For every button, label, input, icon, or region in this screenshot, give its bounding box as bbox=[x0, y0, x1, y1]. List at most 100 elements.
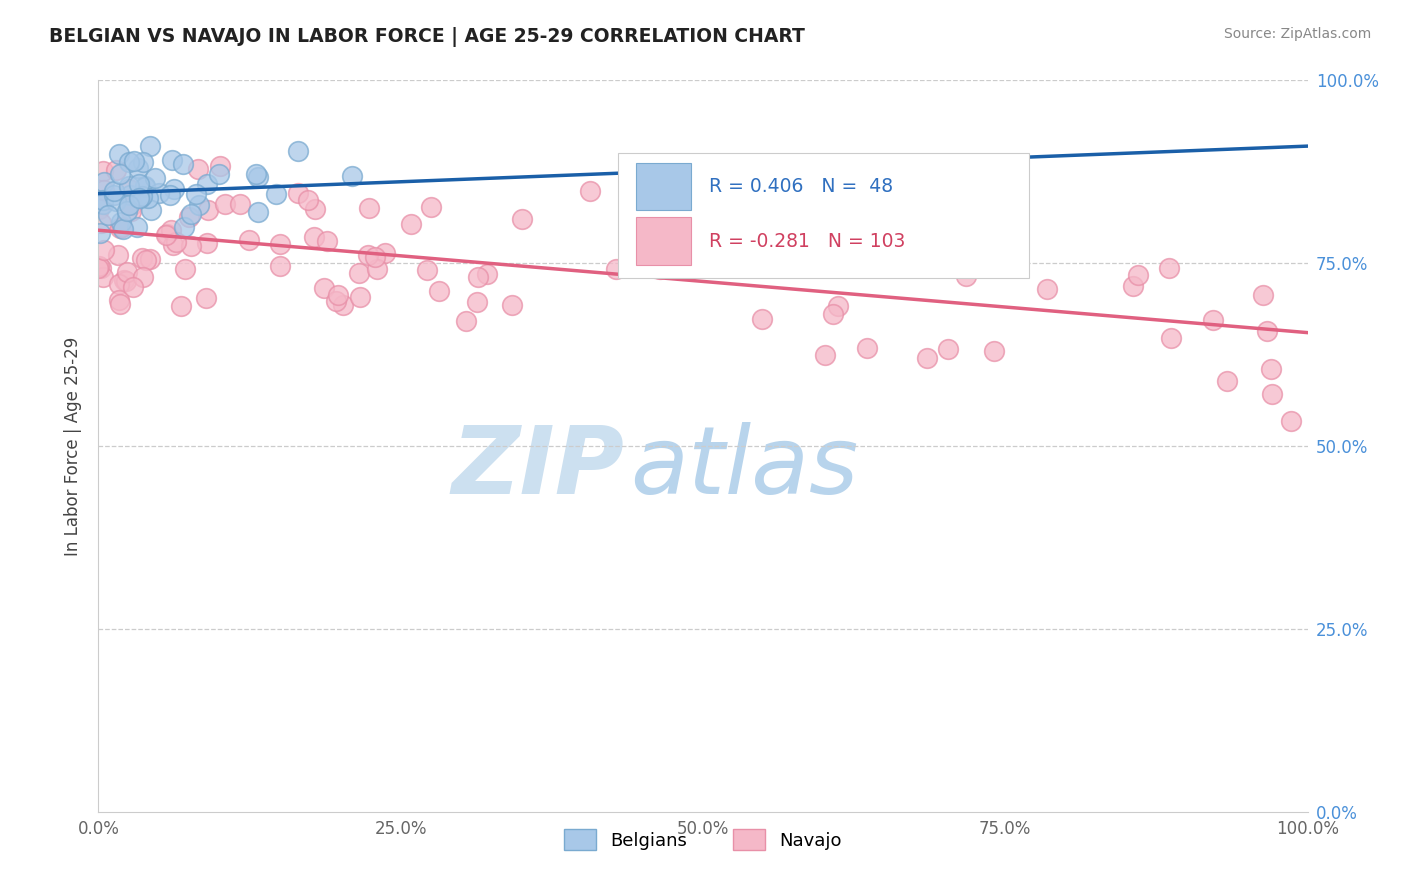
Point bbox=[751, 312, 773, 326]
Point bbox=[821, 307, 844, 321]
Text: Source: ZipAtlas.com: Source: ZipAtlas.com bbox=[1223, 27, 1371, 41]
Point bbox=[93, 197, 115, 211]
Point bbox=[91, 193, 114, 207]
Point bbox=[188, 198, 211, 212]
Point bbox=[373, 246, 395, 260]
Point bbox=[357, 248, 380, 262]
Point bbox=[247, 170, 270, 185]
Point bbox=[108, 168, 131, 182]
Point bbox=[332, 297, 354, 311]
Point bbox=[177, 210, 200, 224]
Point bbox=[502, 298, 524, 312]
Point bbox=[578, 185, 600, 199]
Point bbox=[103, 188, 125, 202]
Point bbox=[93, 243, 115, 257]
Point bbox=[159, 187, 181, 202]
Point bbox=[93, 175, 115, 189]
Point bbox=[314, 281, 336, 295]
Point bbox=[266, 187, 288, 202]
Point bbox=[349, 266, 371, 280]
Point bbox=[803, 236, 825, 251]
Text: ZIP: ZIP bbox=[451, 422, 624, 514]
Point bbox=[120, 188, 142, 202]
Point bbox=[328, 288, 350, 302]
Point bbox=[1260, 362, 1282, 376]
Point bbox=[187, 162, 209, 177]
Point bbox=[1216, 374, 1239, 388]
Point bbox=[136, 191, 159, 205]
Point bbox=[121, 198, 143, 212]
Point bbox=[128, 177, 150, 191]
Point bbox=[325, 294, 347, 309]
Point bbox=[966, 232, 988, 246]
Point bbox=[139, 138, 162, 153]
Point bbox=[128, 191, 150, 205]
Point bbox=[287, 186, 309, 200]
Point bbox=[184, 186, 207, 201]
Point bbox=[1122, 278, 1144, 293]
Point bbox=[702, 256, 724, 270]
Point bbox=[90, 261, 112, 276]
Point bbox=[683, 209, 706, 223]
Point bbox=[197, 202, 219, 217]
Point bbox=[131, 251, 153, 265]
Point bbox=[269, 237, 291, 252]
Point bbox=[132, 155, 155, 169]
Point bbox=[465, 295, 488, 310]
Point bbox=[804, 242, 827, 256]
Point bbox=[87, 260, 110, 275]
Text: BELGIAN VS NAVAJO IN LABOR FORCE | AGE 25-29 CORRELATION CHART: BELGIAN VS NAVAJO IN LABOR FORCE | AGE 2… bbox=[49, 27, 806, 46]
Point bbox=[91, 269, 114, 284]
Point bbox=[173, 261, 195, 276]
Point bbox=[132, 270, 155, 285]
Point bbox=[91, 164, 114, 178]
Point bbox=[111, 219, 134, 234]
Point bbox=[208, 167, 231, 181]
Point bbox=[118, 182, 141, 196]
Point bbox=[120, 203, 142, 218]
Point bbox=[814, 348, 837, 362]
Point bbox=[134, 179, 156, 194]
Text: R = -0.281   N = 103: R = -0.281 N = 103 bbox=[709, 232, 905, 251]
Point bbox=[856, 341, 879, 355]
Point bbox=[195, 178, 218, 192]
Point bbox=[427, 284, 450, 298]
Point bbox=[1261, 387, 1284, 401]
FancyBboxPatch shape bbox=[619, 153, 1029, 277]
FancyBboxPatch shape bbox=[637, 218, 690, 265]
Point bbox=[160, 153, 183, 167]
Point bbox=[139, 252, 162, 267]
FancyBboxPatch shape bbox=[637, 162, 690, 211]
Point bbox=[304, 202, 326, 216]
Point bbox=[342, 169, 364, 183]
Point bbox=[915, 351, 938, 366]
Point bbox=[155, 228, 177, 243]
Point bbox=[135, 252, 157, 267]
Point bbox=[304, 230, 326, 244]
Point bbox=[118, 154, 141, 169]
Point bbox=[269, 259, 291, 273]
Point bbox=[246, 204, 269, 219]
Point bbox=[89, 226, 111, 240]
Point bbox=[115, 265, 138, 279]
Point bbox=[115, 274, 138, 288]
Point bbox=[127, 161, 149, 175]
Point bbox=[1279, 414, 1302, 428]
Point bbox=[118, 197, 141, 211]
Point bbox=[245, 167, 267, 181]
Point bbox=[454, 314, 477, 328]
Y-axis label: In Labor Force | Age 25-29: In Labor Force | Age 25-29 bbox=[65, 336, 83, 556]
Point bbox=[108, 220, 131, 235]
Point bbox=[315, 234, 337, 248]
Point bbox=[297, 193, 319, 207]
Point bbox=[87, 202, 110, 216]
Point bbox=[955, 269, 977, 284]
Point bbox=[112, 272, 135, 286]
Point bbox=[90, 217, 112, 231]
Point bbox=[162, 238, 184, 252]
Point bbox=[366, 262, 388, 277]
Point bbox=[208, 159, 231, 173]
Point bbox=[118, 178, 141, 193]
Point bbox=[112, 222, 135, 236]
Point bbox=[107, 248, 129, 262]
